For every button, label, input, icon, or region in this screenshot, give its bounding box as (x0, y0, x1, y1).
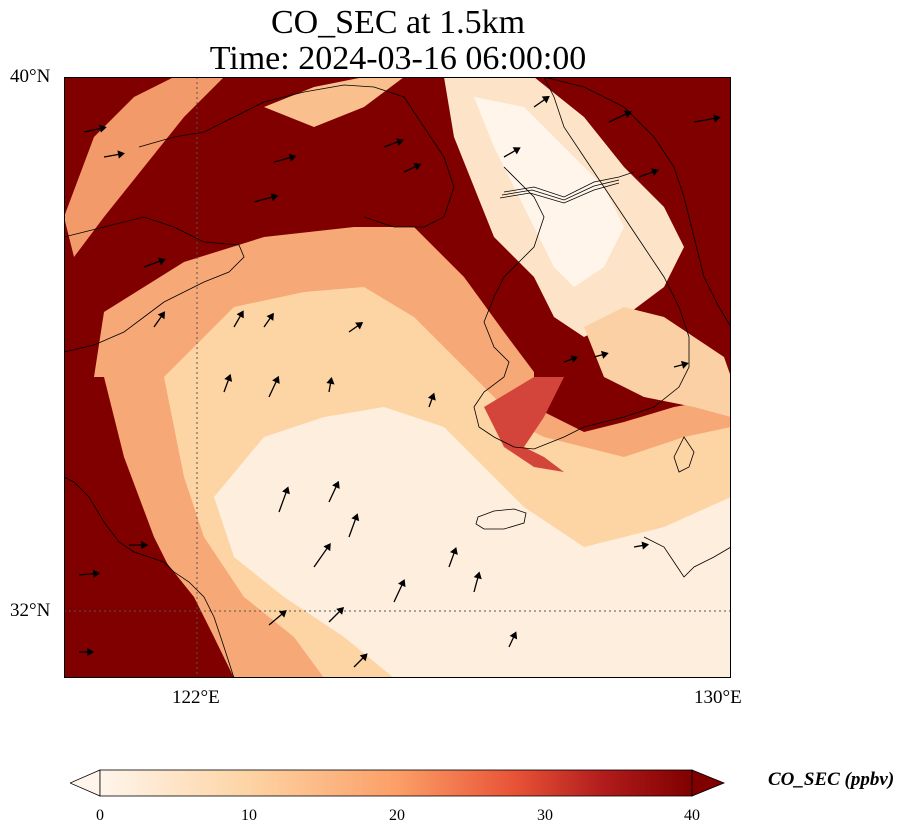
colorbar-tick-10: 10 (241, 807, 257, 824)
coastline-korea-north (543, 77, 731, 328)
lat-label-32n: 32°N (10, 600, 51, 621)
coastline-liaodong (138, 84, 455, 228)
colorbar-label: CO_SEC (ppbv) (768, 769, 895, 790)
concentration-field-nw-streak (64, 77, 224, 257)
colorbar-tick-30: 30 (537, 807, 553, 824)
colorbar (70, 769, 726, 797)
border-lines (499, 171, 635, 204)
colorbar-tick-0: 0 (96, 807, 104, 824)
map-title: CO_SEC at 1.5km (270, 4, 526, 41)
wind-vectors (78, 95, 721, 668)
lon-label-130e: 130°E (694, 687, 742, 708)
colorbar-extend-min (70, 769, 101, 797)
colorbar-tick-40: 40 (684, 807, 700, 824)
colorbar-gradient (99, 769, 693, 797)
lat-label-40n: 40°N (10, 66, 51, 87)
coastline-korea (473, 77, 690, 450)
coastline-kyushu (643, 436, 731, 578)
concentration-field-west (64, 377, 234, 678)
coastline-china (64, 216, 245, 678)
concentration-field-lightest (214, 407, 731, 678)
map-panel (64, 77, 731, 678)
colorbar-extend-max (691, 769, 726, 797)
colorbar-tick-20: 20 (389, 807, 405, 824)
coastline-jeju (475, 508, 527, 530)
concentration-field-nw-streak-2 (264, 77, 404, 127)
lon-label-122e: 122°E (172, 687, 220, 708)
concentration-field-east (584, 307, 731, 417)
concentration-field-ridge (484, 377, 564, 472)
map-border (64, 77, 731, 678)
map-time-subtitle: Time: 2024-03-16 06:00:00 (209, 40, 587, 77)
